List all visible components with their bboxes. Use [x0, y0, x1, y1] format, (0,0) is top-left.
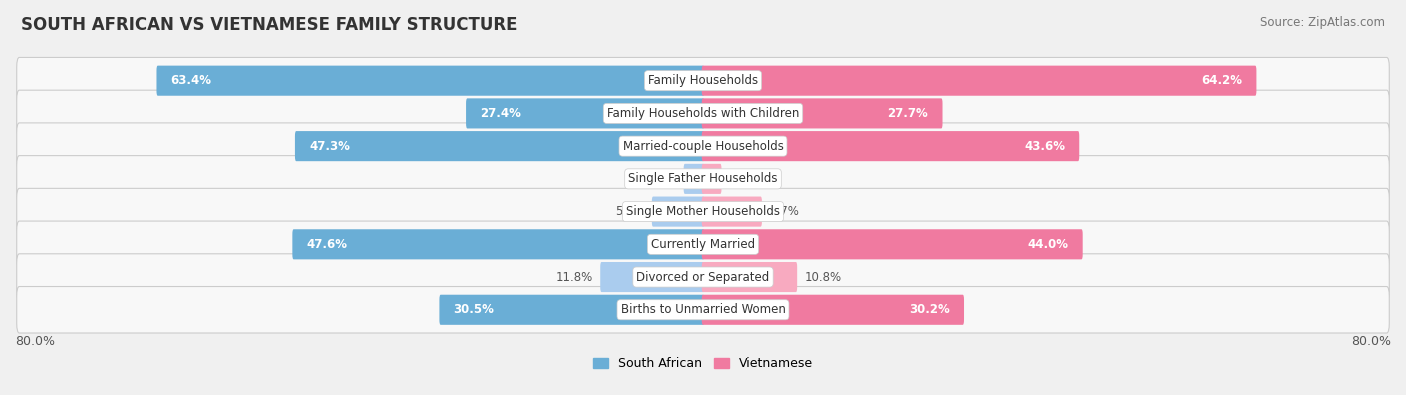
FancyBboxPatch shape	[683, 164, 704, 194]
FancyBboxPatch shape	[702, 295, 965, 325]
Text: 27.7%: 27.7%	[887, 107, 928, 120]
Text: Currently Married: Currently Married	[651, 238, 755, 251]
Text: 10.8%: 10.8%	[804, 271, 842, 284]
Text: 64.2%: 64.2%	[1201, 74, 1243, 87]
FancyBboxPatch shape	[440, 295, 704, 325]
FancyBboxPatch shape	[702, 98, 942, 128]
Text: 47.6%: 47.6%	[307, 238, 347, 251]
FancyBboxPatch shape	[17, 188, 1389, 235]
Text: 5.8%: 5.8%	[614, 205, 644, 218]
Text: Family Households: Family Households	[648, 74, 758, 87]
Text: Source: ZipAtlas.com: Source: ZipAtlas.com	[1260, 16, 1385, 29]
FancyBboxPatch shape	[17, 156, 1389, 202]
Text: 80.0%: 80.0%	[1351, 335, 1391, 348]
FancyBboxPatch shape	[702, 262, 797, 292]
FancyBboxPatch shape	[17, 123, 1389, 169]
FancyBboxPatch shape	[702, 197, 762, 227]
Text: Single Mother Households: Single Mother Households	[626, 205, 780, 218]
FancyBboxPatch shape	[17, 286, 1389, 333]
FancyBboxPatch shape	[17, 57, 1389, 104]
FancyBboxPatch shape	[600, 262, 704, 292]
Text: 27.4%: 27.4%	[481, 107, 522, 120]
Text: 63.4%: 63.4%	[170, 74, 212, 87]
Text: Family Households with Children: Family Households with Children	[607, 107, 799, 120]
Text: 47.3%: 47.3%	[309, 140, 350, 152]
Text: Divorced or Separated: Divorced or Separated	[637, 271, 769, 284]
FancyBboxPatch shape	[702, 229, 1083, 260]
FancyBboxPatch shape	[17, 254, 1389, 300]
FancyBboxPatch shape	[702, 164, 721, 194]
FancyBboxPatch shape	[465, 98, 704, 128]
Text: 80.0%: 80.0%	[15, 335, 55, 348]
Legend: South African, Vietnamese: South African, Vietnamese	[586, 351, 820, 376]
Text: SOUTH AFRICAN VS VIETNAMESE FAMILY STRUCTURE: SOUTH AFRICAN VS VIETNAMESE FAMILY STRUC…	[21, 16, 517, 34]
Text: 11.8%: 11.8%	[555, 271, 593, 284]
FancyBboxPatch shape	[652, 197, 704, 227]
Text: 30.2%: 30.2%	[910, 303, 950, 316]
FancyBboxPatch shape	[295, 131, 704, 161]
FancyBboxPatch shape	[156, 66, 704, 96]
FancyBboxPatch shape	[702, 131, 1080, 161]
Text: 43.6%: 43.6%	[1024, 140, 1066, 152]
Text: 44.0%: 44.0%	[1028, 238, 1069, 251]
FancyBboxPatch shape	[702, 66, 1257, 96]
FancyBboxPatch shape	[17, 90, 1389, 137]
FancyBboxPatch shape	[292, 229, 704, 260]
Text: 2.0%: 2.0%	[728, 172, 759, 185]
Text: Single Father Households: Single Father Households	[628, 172, 778, 185]
Text: 2.1%: 2.1%	[647, 172, 676, 185]
Text: 30.5%: 30.5%	[454, 303, 495, 316]
Text: Births to Unmarried Women: Births to Unmarried Women	[620, 303, 786, 316]
FancyBboxPatch shape	[17, 221, 1389, 267]
Text: 6.7%: 6.7%	[769, 205, 799, 218]
Text: Married-couple Households: Married-couple Households	[623, 140, 783, 152]
